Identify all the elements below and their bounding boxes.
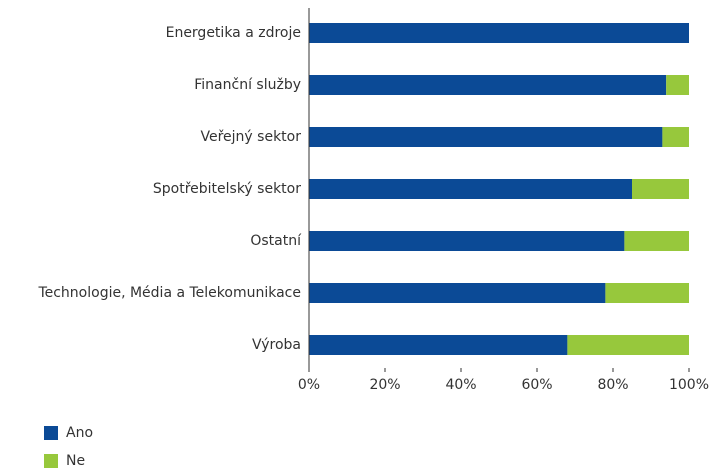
category-label: Ostatní [250,233,302,249]
bar-segment [567,335,689,355]
category-label: Finanční služby [194,77,301,93]
legend-swatch [44,426,58,440]
category-label: Energetika a zdroje [166,25,301,41]
category-label: Veřejný sektor [201,129,302,145]
bar-segment [309,335,568,355]
bar-segment [309,231,625,251]
category-label: Technologie, Média a Telekomunikace [37,285,301,301]
x-tick-label: 60% [521,377,552,393]
bar-segment [624,231,689,251]
x-tick-label: 20% [369,377,400,393]
bar-segment [309,75,667,95]
legend-label: Ano [66,425,93,441]
bar-segment [662,127,689,147]
bar-segment [666,75,689,95]
bar-segment [309,127,663,147]
bar-segment [309,23,689,43]
bar-segment [632,179,689,199]
legend-swatch [44,454,58,468]
category-label: Spotřebitelský sektor [153,181,301,197]
category-label: Výroba [252,337,301,353]
x-tick-label: 100% [669,377,709,393]
x-tick-label: 80% [597,377,628,393]
bar-segment [309,179,632,199]
x-tick-label: 40% [445,377,476,393]
x-tick-label: 0% [298,377,320,393]
bar-segment [605,283,689,303]
legend-label: Ne [66,453,85,469]
bar-segment [309,283,606,303]
